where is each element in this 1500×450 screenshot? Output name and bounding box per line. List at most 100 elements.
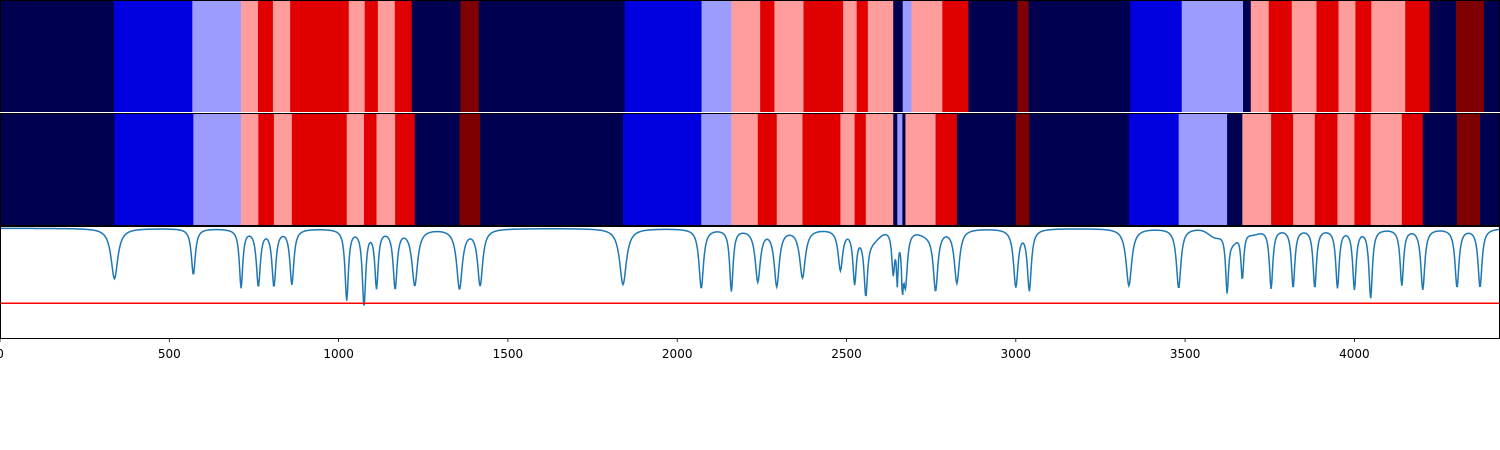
heatmap-top-segment-7 <box>348 0 365 112</box>
heatmap-top-segment-8 <box>364 0 379 112</box>
heatmap-top-segment-9 <box>377 0 396 112</box>
heatmap-top-segment-39 <box>1371 0 1406 112</box>
heatmap-middle-segment-12 <box>459 113 481 225</box>
heatmap-middle-segment-28 <box>956 113 1017 225</box>
heatmap-top-segment-20 <box>843 0 857 112</box>
heatmap-panel-top <box>0 0 1500 112</box>
heatmap-middle-segment-30 <box>1029 113 1130 225</box>
x-tick-label-4000: 4000 <box>1339 347 1370 361</box>
heatmap-middle-segment-0 <box>0 113 115 225</box>
heatmap-middle-segment-27 <box>935 113 958 225</box>
heatmap-middle-segment-10 <box>395 113 416 225</box>
x-tick-label-1000: 1000 <box>323 347 354 361</box>
heatmap-top-segment-23 <box>893 0 904 112</box>
heatmap-top-segment-34 <box>1268 0 1293 112</box>
heatmap-top-segment-33 <box>1250 0 1270 112</box>
heatmap-top-segment-22 <box>867 0 894 112</box>
heatmap-middle-segment-24 <box>897 113 903 225</box>
heatmap-top-segment-16 <box>731 0 761 112</box>
heatmap-middle-segment-3 <box>241 113 259 225</box>
heatmap-top-segment-35 <box>1291 0 1317 112</box>
x-tick-label-3000: 3000 <box>1001 347 1032 361</box>
heatmap-middle-segment-16 <box>731 113 759 225</box>
heatmap-middle-segment-1 <box>114 113 194 225</box>
heatmap-top-segment-2 <box>192 0 242 112</box>
heatmap-middle-segment-2 <box>193 113 242 225</box>
heatmap-top-segment-18 <box>774 0 804 112</box>
heatmap-top-segment-29 <box>1028 0 1131 112</box>
heatmap-middle-segment-33 <box>1227 113 1243 225</box>
x-tick-label-500: 500 <box>158 347 181 361</box>
heatmap-middle-segment-35 <box>1271 113 1294 225</box>
heatmap-middle-segment-25 <box>902 113 906 225</box>
heatmap-middle-segment-43 <box>1456 113 1481 225</box>
heatmap-middle-segment-26 <box>905 113 936 225</box>
heatmap-middle-segment-42 <box>1422 113 1458 225</box>
heatmap-top-segment-32 <box>1243 0 1252 112</box>
heatmap-middle-segment-5 <box>273 113 293 225</box>
heatmap-top-segment-36 <box>1316 0 1339 112</box>
heatmap-top-segment-25 <box>911 0 943 112</box>
heatmap-top-segment-5 <box>272 0 291 112</box>
heatmap-middle-segment-14 <box>623 113 702 225</box>
heatmap-middle-segment-44 <box>1480 113 1500 225</box>
heatmap-middle-segment-4 <box>258 113 275 225</box>
heatmap-top-segment-17 <box>760 0 775 112</box>
heatmap-top-segment-4 <box>258 0 274 112</box>
heatmap-top-segment-3 <box>241 0 259 112</box>
heatmap-middle-segment-22 <box>865 113 894 225</box>
heatmap-top-segment-10 <box>394 0 413 112</box>
heatmap-middle-segment-29 <box>1015 113 1030 225</box>
x-tick-label-3500: 3500 <box>1170 347 1201 361</box>
heatmap-top-segment-31 <box>1181 0 1244 112</box>
heatmap-top-segment-11 <box>411 0 461 112</box>
heatmap-middle-segment-19 <box>802 113 841 225</box>
heatmap-top-segment-24 <box>902 0 912 112</box>
heatmap-top-segment-27 <box>968 0 1018 112</box>
heatmap-top-segment-0 <box>0 0 115 112</box>
heatmap-top-segment-1 <box>114 0 193 112</box>
heatmap-middle-segment-21 <box>854 113 867 225</box>
heatmap-middle-segment-17 <box>757 113 778 225</box>
x-tick-label-2000: 2000 <box>662 347 693 361</box>
heatmap-top-segment-41 <box>1429 0 1457 112</box>
heatmap-top-segment-43 <box>1484 0 1500 112</box>
x-tick-label-2500: 2500 <box>831 347 862 361</box>
heatmap-middle-segment-34 <box>1242 113 1272 225</box>
x-axis: 0 500 1000 1500 2000 2500 3000 3500 4000 <box>0 338 1370 361</box>
heatmap-middle-segment-37 <box>1314 113 1338 225</box>
x-tick-label-0: 0 <box>0 347 4 361</box>
signal-line <box>0 227 1500 306</box>
heatmap-top-segment-13 <box>478 0 626 112</box>
heatmap-middle-segment-13 <box>480 113 624 225</box>
heatmap-middle-segment-8 <box>363 113 377 225</box>
heatmap-top-segment-21 <box>856 0 869 112</box>
heatmap-top-segment-28 <box>1017 0 1029 112</box>
heatmap-middle-segment-7 <box>346 113 365 225</box>
heatmap-top-segment-6 <box>290 0 350 112</box>
heatmap-middle-segment-36 <box>1293 113 1316 225</box>
heatmap-middle-segment-6 <box>291 113 348 225</box>
heatmap-top-segment-40 <box>1405 0 1430 112</box>
heatmap-top-segment-30 <box>1130 0 1183 112</box>
heatmap-top-segment-26 <box>942 0 969 112</box>
heatmap-top-segment-12 <box>460 0 480 112</box>
heatmap-middle-segment-31 <box>1128 113 1179 225</box>
heatmap-middle-segment-11 <box>414 113 460 225</box>
heatmap-middle-segment-38 <box>1337 113 1355 225</box>
heatmap-middle-segment-20 <box>840 113 855 225</box>
heatmap-top-segment-38 <box>1355 0 1372 112</box>
heatmap-middle-segment-18 <box>776 113 803 225</box>
x-tick-label-1500: 1500 <box>493 347 524 361</box>
heatmap-top-segment-15 <box>701 0 732 112</box>
heatmap-middle-segment-32 <box>1178 113 1228 225</box>
heatmap-top-segment-42 <box>1455 0 1485 112</box>
heatmap-middle-segment-41 <box>1401 113 1424 225</box>
heatmap-middle-segment-15 <box>701 113 732 225</box>
line-plot-panel <box>0 227 1500 306</box>
heatmap-top-segment-19 <box>803 0 844 112</box>
heatmap-middle-segment-23 <box>893 113 898 225</box>
heatmap-top-segment-14 <box>624 0 702 112</box>
heatmap-top-segment-37 <box>1338 0 1356 112</box>
